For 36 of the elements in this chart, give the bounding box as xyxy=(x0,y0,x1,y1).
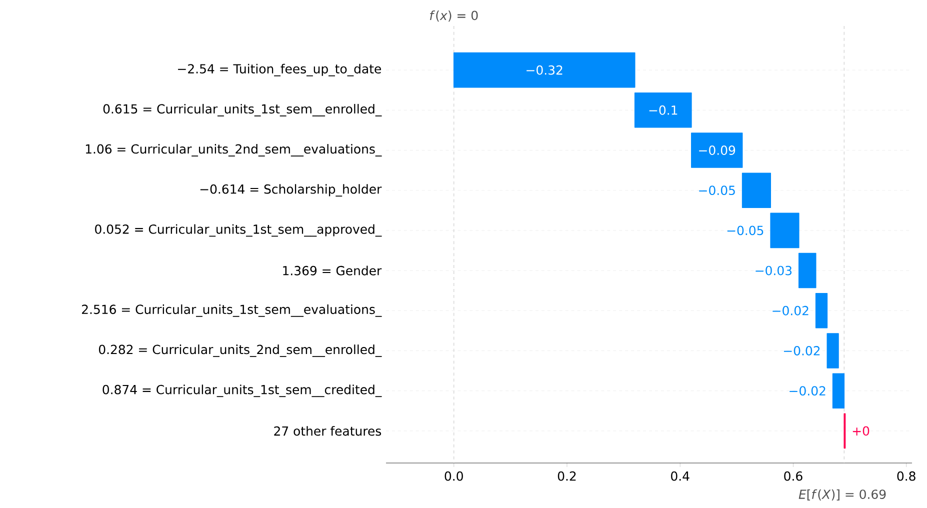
bar xyxy=(815,292,828,328)
y-tick-label: 0.052 = Curricular_units_1st_sem__approved_ xyxy=(95,224,382,237)
x-tick-label: 0.4 xyxy=(671,471,690,481)
bar xyxy=(770,212,800,248)
y-tick-label: −2.54 = Tuition_fees_up_to_date xyxy=(178,64,381,76)
data-label: −0.1 xyxy=(649,105,678,115)
data-label: −0.02 xyxy=(790,386,826,396)
y-tick-label: 0.615 = Curricular_units_1st_sem__enrolled_ xyxy=(103,104,382,116)
bar xyxy=(798,252,816,288)
y-tick-label: 1.369 = Gender xyxy=(283,266,382,276)
bar xyxy=(634,92,692,128)
bar xyxy=(742,172,771,208)
bar xyxy=(453,52,636,88)
data-label: +0 xyxy=(852,426,870,436)
data-label: −0.02 xyxy=(784,346,820,356)
ref-line-label: E[f(X)] = 0.69 xyxy=(798,489,886,500)
y-tick-label: −0.614 = Scholarship_holder xyxy=(200,184,382,197)
data-label: −0.09 xyxy=(699,146,736,155)
data-label: −0.03 xyxy=(756,266,792,276)
bar xyxy=(832,373,845,408)
x-tick-label: 0.2 xyxy=(558,471,576,481)
y-tick-label: 0.874 = Curricular_units_1st_sem__credited_ xyxy=(102,384,382,398)
bar xyxy=(826,333,839,368)
y-tick-label: 2.516 = Curricular_units_1st_sem__evaluations_ xyxy=(82,304,382,317)
data-label: −0.05 xyxy=(699,186,735,196)
data-label: −0.32 xyxy=(526,65,562,75)
x-tick-label: 0.8 xyxy=(897,471,916,481)
data-label: −0.02 xyxy=(772,306,808,316)
data-label: −0.05 xyxy=(727,226,764,236)
bar xyxy=(691,132,743,168)
x-tick-label: 0.0 xyxy=(444,471,463,481)
y-tick-label: 1.06 = Curricular_units_2nd_sem__evaluations_ xyxy=(86,144,382,156)
x-tick-label: 0.6 xyxy=(784,471,802,481)
y-tick-label: 27 other features xyxy=(274,426,382,436)
ref-line-label: f(x) = 0 xyxy=(430,10,478,22)
y-tick-label: 0.282 = Curricular_units_2nd_sem__enrolled_ xyxy=(98,344,382,357)
